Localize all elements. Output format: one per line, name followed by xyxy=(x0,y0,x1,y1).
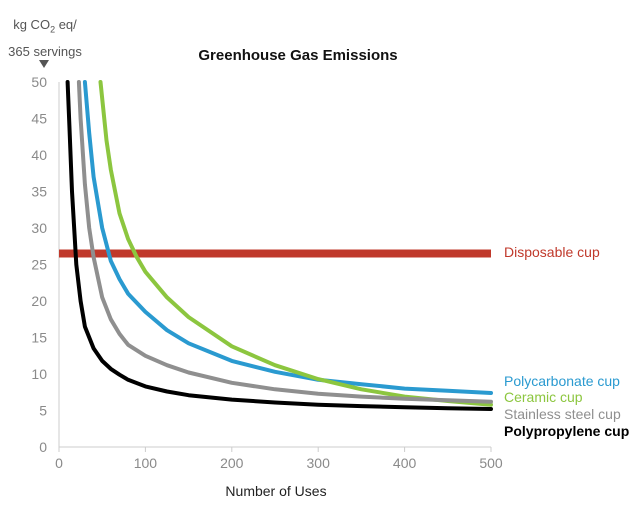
y-tick-label: 30 xyxy=(31,220,47,236)
x-tick-label: 500 xyxy=(479,455,503,471)
y-tick-label: 50 xyxy=(31,74,47,90)
polycarbonate-cup-line xyxy=(82,80,493,395)
y-tick-label: 10 xyxy=(31,366,47,382)
y-tick-label: 20 xyxy=(31,293,47,309)
x-tick-label: 100 xyxy=(134,455,158,471)
stainless-steel-cup-line xyxy=(76,80,493,404)
series-lines xyxy=(59,80,493,411)
y-tick-label: 15 xyxy=(31,330,47,346)
y-axis-arrow-icon xyxy=(39,60,49,68)
polycarbonate-cup-label: Polycarbonate cup xyxy=(504,373,620,389)
y-axis-label-line2: 365 servings xyxy=(8,43,82,59)
y-tick-label: 0 xyxy=(39,439,47,455)
x-tick-label: 0 xyxy=(55,455,63,471)
ceramic-cup-line xyxy=(98,80,493,407)
y-tick-label: 5 xyxy=(39,403,47,419)
x-tick-labels: 0 100 200 300 400 500 xyxy=(55,447,503,471)
y-tick-label: 35 xyxy=(31,184,47,200)
x-axis-label: Number of Uses xyxy=(225,483,327,499)
y-tick-label: 40 xyxy=(31,147,47,163)
y-axis-label-suffix: eq/ xyxy=(55,17,77,32)
ceramic-cup-label: Ceramic cup xyxy=(504,389,583,405)
y-tick-label: 25 xyxy=(31,257,47,273)
chart-title: Greenhouse Gas Emissions xyxy=(198,47,398,64)
y-tick-label: 45 xyxy=(31,111,47,127)
y-axis-label-prefix: kg CO xyxy=(13,17,51,32)
x-tick-label: 200 xyxy=(220,455,244,471)
y-axis-label-subscript: 2 xyxy=(50,24,56,35)
y-tick-labels: 0 5 10 15 20 25 30 35 40 45 50 xyxy=(31,74,47,455)
disposable-cup-label: Disposable cup xyxy=(504,244,600,260)
polypropylene-cup-line xyxy=(65,80,493,411)
stainless-steel-cup-label: Stainless steel cup xyxy=(504,406,621,422)
x-tick-label: 400 xyxy=(393,455,417,471)
x-tick-label: 300 xyxy=(307,455,331,471)
y-axis-label: kg CO2 eq/ 365 servings xyxy=(2,14,88,62)
polypropylene-cup-label: Polypropylene cup xyxy=(504,423,629,439)
